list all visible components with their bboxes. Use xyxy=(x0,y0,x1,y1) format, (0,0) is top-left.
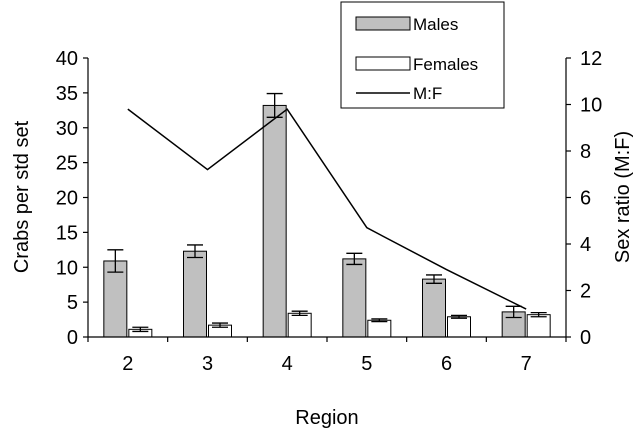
legend-label-females: Females xyxy=(413,55,478,74)
bar-females-6 xyxy=(447,316,471,338)
error-bar-males-2 xyxy=(107,249,124,273)
legend-label-males: Males xyxy=(413,15,458,34)
y-tick-label: 10 xyxy=(56,257,78,279)
ratio-line xyxy=(127,108,527,310)
ratio-line-layer xyxy=(127,108,527,310)
bar-females-7 xyxy=(526,314,551,338)
y-tick-label: 20 xyxy=(56,188,78,210)
x-tick-label: 3 xyxy=(202,353,213,375)
y2-tick-label: 6 xyxy=(580,188,591,210)
x-tick-label: 7 xyxy=(521,353,532,375)
y2-tick-label: 8 xyxy=(580,141,591,163)
bar-females-4 xyxy=(287,312,312,338)
bar-males-6 xyxy=(422,278,446,338)
legend: Males Females M:F xyxy=(340,1,505,109)
y-tick-label: 30 xyxy=(56,118,78,140)
y-tick-label: 5 xyxy=(67,292,78,314)
tick-label-layer: 0 5 10 15 20 25 30 35 40 0 2 4 6 8 10 12 2 3 4 5 6 7 xyxy=(56,48,603,375)
error-bar-females-7 xyxy=(530,311,547,318)
x-tick-label: 2 xyxy=(122,353,133,375)
y-tick-label: 15 xyxy=(56,222,78,244)
y-tick-label: 25 xyxy=(56,153,78,175)
y2-tick-label: 10 xyxy=(580,95,602,117)
bar-males-5 xyxy=(342,258,367,338)
bar-layer xyxy=(103,104,551,338)
bar-females-5 xyxy=(367,319,392,338)
x-tick-label: 5 xyxy=(361,353,372,375)
bar-males-3 xyxy=(183,250,207,338)
y-tick-label: 35 xyxy=(56,83,78,105)
x-tick-label: 6 xyxy=(441,353,452,375)
error-bar-females-5 xyxy=(371,318,388,323)
error-bar-females-3 xyxy=(212,322,228,328)
error-bar-females-2 xyxy=(132,326,149,333)
axes-layer xyxy=(83,57,571,342)
error-bar-males-4 xyxy=(266,92,283,118)
y-tick-label: 40 xyxy=(56,48,78,70)
error-bar-females-6 xyxy=(451,314,467,319)
error-bar-males-6 xyxy=(426,274,442,284)
legend-swatch-females xyxy=(355,56,411,71)
x-tick-label: 4 xyxy=(282,353,293,375)
bar-males-4 xyxy=(262,104,287,338)
y-tick-label: 0 xyxy=(67,327,78,349)
y2-tick-label: 4 xyxy=(580,234,591,256)
error-bar-males-3 xyxy=(187,244,203,259)
legend-label-ratio: M:F xyxy=(413,84,442,103)
legend-swatch-males xyxy=(355,16,411,31)
error-bar-males-5 xyxy=(346,252,363,266)
y2-tick-label: 0 xyxy=(580,327,591,349)
y2-tick-label: 2 xyxy=(580,281,591,303)
y2-axis-title: Sex ratio (M:F) xyxy=(612,131,634,263)
error-bar-layer xyxy=(107,92,547,333)
x-axis-title: Region xyxy=(295,407,358,429)
y2-tick-label: 12 xyxy=(580,48,602,70)
y-axis-title: Crabs per std set xyxy=(11,120,33,273)
error-bar-females-4 xyxy=(291,310,308,317)
